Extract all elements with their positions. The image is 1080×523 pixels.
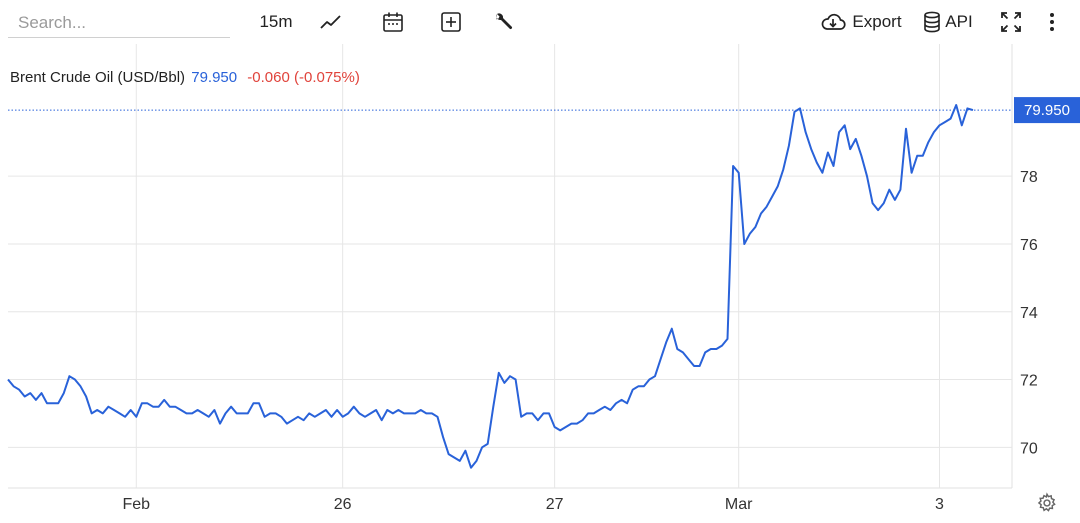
chart-type-button[interactable]: [314, 6, 348, 38]
wrench-icon: [496, 13, 513, 30]
y-tick-label: 74: [1020, 305, 1038, 322]
x-tick-label: 26: [334, 496, 352, 513]
interval-label: 15m: [259, 12, 293, 31]
export-button[interactable]: Export: [816, 6, 906, 38]
price-series-line: [7, 104, 974, 469]
chart-legend: Brent Crude Oil (USD/Bbl) 79.950 -0.060 …: [10, 69, 360, 86]
legend-price: 79.950: [191, 69, 238, 86]
fullscreen-icon: [1001, 12, 1021, 32]
last-price-tag: [1014, 97, 1080, 124]
x-tick-label: Mar: [725, 496, 753, 513]
x-tick-label: 27: [546, 496, 564, 513]
more-menu-button[interactable]: [1038, 6, 1066, 38]
price-chart[interactable]: 70 72 74 76 78 Feb 26 27 Mar 3 79.950: [0, 44, 1080, 523]
x-tick-label: 3: [935, 496, 944, 513]
y-tick-label: 72: [1020, 373, 1038, 390]
y-tick-label: 76: [1020, 237, 1038, 254]
calendar-icon: [383, 12, 403, 32]
fullscreen-button[interactable]: [994, 6, 1028, 38]
legend-change: -0.060 (-0.075%): [247, 69, 360, 86]
y-tick-label: 78: [1020, 169, 1038, 186]
toolbar: 15m: [0, 0, 1080, 44]
compare-button[interactable]: [434, 6, 468, 38]
chart-area: 70 72 74 76 78 Feb 26 27 Mar 3 79.950: [0, 44, 1080, 523]
more-vertical-icon: [1050, 13, 1054, 31]
y-tick-label: 70: [1020, 440, 1038, 457]
database-icon: [924, 11, 941, 33]
api-button[interactable]: API: [920, 6, 976, 38]
last-price-label: 79.950: [1024, 102, 1070, 119]
tools-button[interactable]: [486, 6, 520, 38]
interval-button[interactable]: 15m: [254, 6, 298, 38]
x-tick-label: Feb: [122, 496, 150, 513]
export-label: Export: [852, 12, 902, 31]
date-range-button[interactable]: [376, 6, 410, 38]
search-input[interactable]: [8, 8, 230, 38]
line-chart-icon: [320, 15, 341, 29]
cloud-download-icon: [822, 13, 846, 30]
instrument-name: Brent Crude Oil (USD/Bbl): [10, 69, 186, 86]
settings-gear-icon[interactable]: [1036, 492, 1058, 514]
api-label: API: [945, 12, 973, 31]
compare-icon: [441, 12, 461, 32]
